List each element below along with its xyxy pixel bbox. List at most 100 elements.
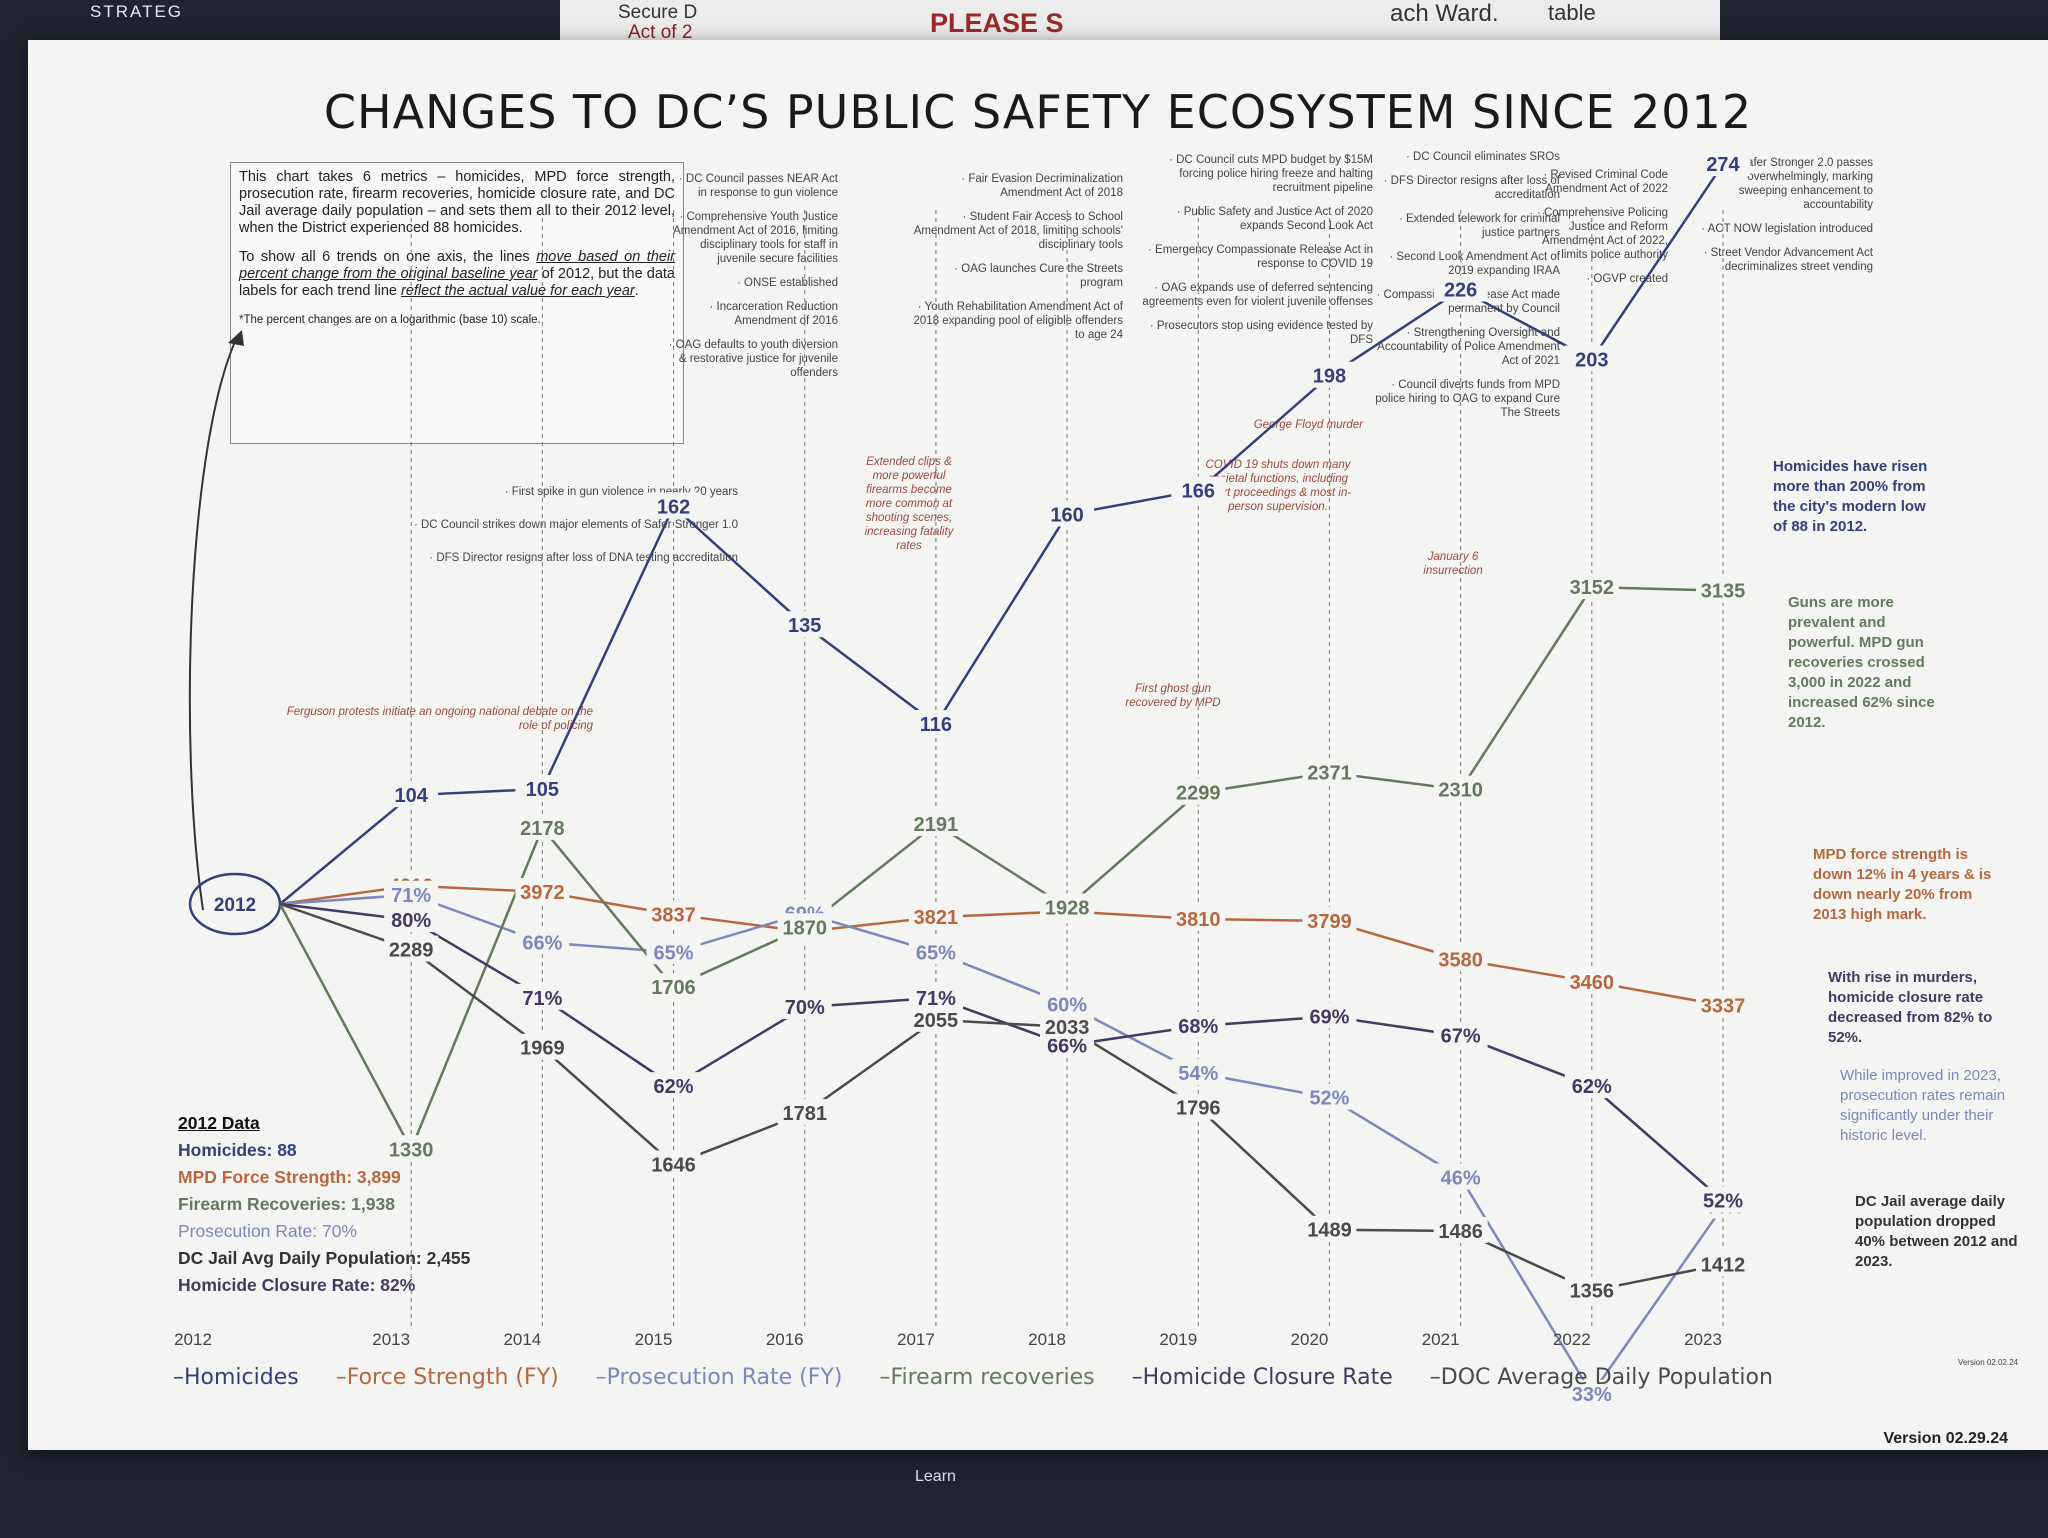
x-tick-label: 2012 [174, 1330, 212, 1349]
data-label-homicides: 198 [1313, 366, 1346, 388]
data-label-firearm: 1706 [651, 977, 696, 999]
event-item: · Emergency Compassionate Release Act in… [1148, 244, 1373, 270]
data-label-bg [908, 903, 963, 930]
events-2023: · Safer Stronger 2.0 passes overwhelming… [1698, 156, 1873, 284]
data-label-jail: 2033 [1045, 1017, 1090, 1039]
data-2012-heading: 2012 Data [178, 1113, 260, 1133]
data-label-firearm: 2191 [914, 814, 959, 836]
event-item: · Strengthening Oversight and Accountabi… [1377, 327, 1560, 367]
data-label-bg [908, 938, 963, 965]
background-text: ach Ward. [1390, 0, 1499, 27]
data-label-closure: 71% [522, 988, 562, 1010]
data-label-bg [908, 810, 963, 837]
data-label-bg [384, 880, 439, 907]
data-label-bg [1171, 1011, 1226, 1038]
x-axis-ticks: 2012 2013 2014 2015 2016 2017 2018 2019 2020 2021… [174, 1330, 1722, 1349]
data-label-bg [1696, 150, 1750, 177]
data-label-bg [1433, 275, 1488, 302]
note-2021: January 6 insurrection [1423, 551, 1483, 577]
x-tick-label: 2017 [897, 1330, 935, 1349]
x-tick-label: 2016 [766, 1330, 804, 1349]
data-label-bg [1302, 361, 1357, 388]
data-label-homicides: 104 [394, 785, 428, 807]
data-label-bg [777, 913, 832, 940]
data-label-bg [908, 710, 963, 737]
note-2020-floyd: George Floyd murder [1253, 419, 1363, 431]
data-label-prosecution: 65% [654, 942, 694, 964]
data-label-bg [384, 935, 439, 962]
data-label-bg [1040, 500, 1095, 527]
event-item: · Incarceration Reduction Amendment of 2… [709, 301, 838, 327]
intro-paragraph: This chart takes 6 metrics – homicides, … [239, 169, 675, 236]
background-text: PLEASE S [930, 8, 1064, 38]
note-2014: Ferguson protests initiate an ongoing na… [286, 706, 593, 732]
data-2012-force: MPD Force Strength: 3,899 [178, 1167, 401, 1187]
data-label-bg [1433, 1217, 1488, 1244]
data-label-bg [1302, 1002, 1357, 1029]
data-labels-group: 1041051621351161601661982262032744010397… [384, 150, 1750, 1406]
data-label-jail: 1646 [651, 1154, 696, 1176]
events-2021: · DC Council eliminates SROs · DFS Direc… [1368, 150, 1560, 430]
intro-text: . [634, 283, 639, 299]
data-label-firearm: 1870 [782, 917, 827, 939]
event-item: · Fair Evasion Decriminalization Amendme… [961, 173, 1123, 199]
note-2019: First ghost gun recovered by MPD [1125, 683, 1221, 709]
data-label-bg [777, 611, 832, 638]
series-group [278, 163, 1725, 1397]
data-label-bg [646, 1072, 701, 1099]
legend-force: –Force Strength (FY) [335, 1365, 559, 1390]
side-note-guns: Guns are more prevalent and powerful. MP… [1788, 594, 1935, 731]
data-label-bg [1433, 945, 1488, 972]
data-label-bg [515, 877, 570, 904]
data-label-bg [1564, 967, 1619, 994]
data-label-bg [1302, 1215, 1357, 1242]
background-text: Act of 2 [628, 22, 693, 43]
event-item: · Extended telework for criminal justice… [1398, 213, 1560, 239]
data-label-bg [1564, 573, 1619, 600]
side-note-jail: DC Jail average daily population dropped… [1855, 1193, 2018, 1270]
event-item: · Revised Criminal Code Amendment Act of… [1543, 169, 1668, 195]
data-label-bg [777, 993, 832, 1020]
events-2018: · Fair Evasion Decriminalization Amendme… [913, 172, 1123, 352]
event-item: · Student Fair Access to School Amendmen… [913, 211, 1123, 251]
data-label-bg [1564, 1276, 1619, 1303]
data-label-prosecution: 71% [391, 885, 431, 907]
data-label-bg [646, 973, 701, 1000]
legend-prosecution: –Prosecution Rate (FY) [595, 1365, 843, 1390]
data-label-bg [646, 938, 701, 965]
data-label-homicides: 166 [1182, 481, 1215, 503]
data-label-closure: 68% [1178, 1016, 1218, 1038]
data-label-bg [1433, 1163, 1488, 1190]
data-label-bg [646, 900, 701, 927]
data-2012-block: 2012 Data Homicides: 88 MPD Force Streng… [178, 1110, 470, 1299]
year-dividers [410, 210, 1724, 1330]
intro-emphasis: reflect the actual value for each year [401, 283, 635, 299]
data-label-bg [1171, 476, 1226, 503]
data-label-bg [646, 492, 701, 519]
data-label-prosecution: 33% [1572, 1384, 1612, 1406]
data-label-force: 3972 [520, 882, 565, 904]
x-tick-label: 2015 [635, 1330, 673, 1349]
data-2012-prosecution: Prosecution Rate: 70% [178, 1221, 357, 1241]
version-label: Version 02.29.24 [1883, 1430, 2008, 1447]
intro-paragraph-2: To show all 6 trends on one axis, the li… [239, 249, 675, 300]
data-label-bg [515, 928, 570, 955]
data-label-force: 3337 [1701, 995, 1746, 1017]
data-label-force: 3837 [651, 904, 696, 926]
x-tick-label: 2021 [1422, 1330, 1460, 1349]
data-label-bg [515, 813, 570, 840]
event-item: · Youth Rehabilitation Amendment Act of … [913, 301, 1123, 341]
data-label-bg [1564, 345, 1619, 372]
data-label-bg [908, 983, 963, 1010]
data-2012-firearm: Firearm Recoveries: 1,938 [178, 1194, 395, 1214]
data-label-closure: 62% [1572, 1076, 1612, 1098]
event-item: · Safer Stronger 2.0 passes overwhelming… [1732, 157, 1873, 211]
event-item: · Comprehensive Youth Justice Amendment … [673, 211, 838, 265]
x-tick-label: 2023 [1684, 1330, 1722, 1349]
data-label-force: 3580 [1438, 950, 1483, 972]
data-label-jail: 2289 [389, 940, 434, 962]
background-text: Learn [915, 1468, 956, 1485]
data-label-homicides: 274 [1706, 154, 1740, 176]
x-tick-label: 2018 [1028, 1330, 1066, 1349]
